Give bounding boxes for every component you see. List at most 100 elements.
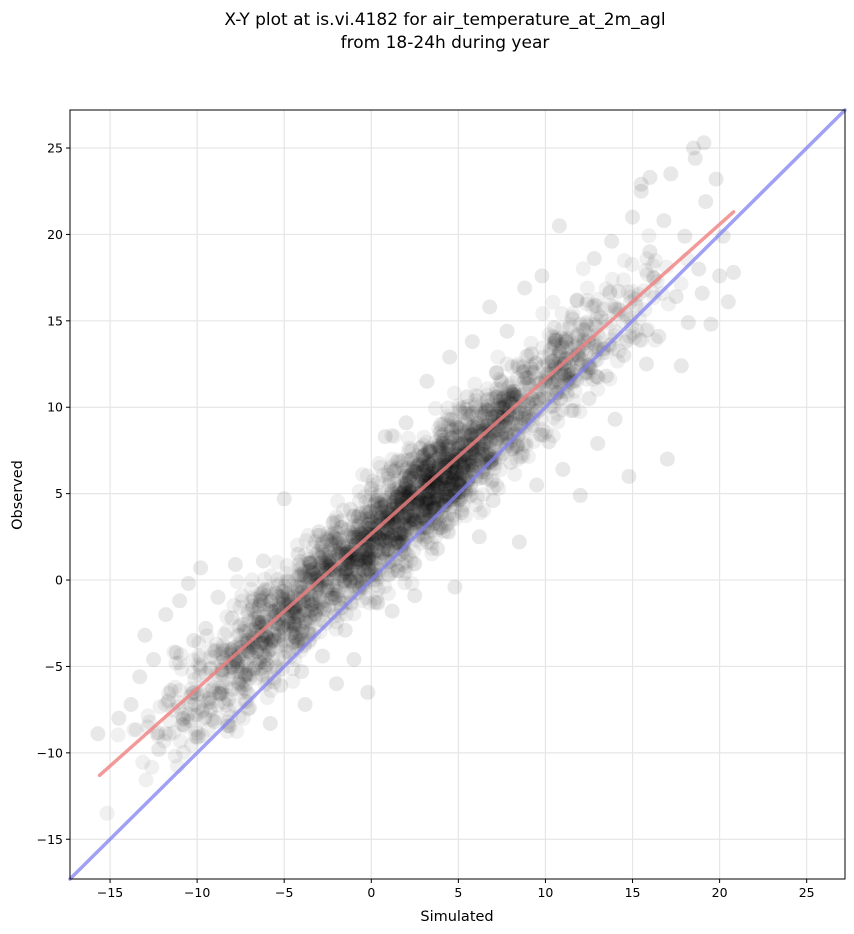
density-point — [473, 439, 489, 455]
density-point — [510, 439, 525, 455]
density-point — [365, 473, 381, 489]
density-point — [207, 685, 223, 701]
scatter-point — [447, 579, 463, 595]
density-point — [426, 507, 442, 523]
density-point — [221, 671, 237, 687]
density-point — [275, 584, 291, 599]
density-point — [470, 389, 486, 405]
y-axis-label: Observed — [10, 460, 26, 530]
density-point — [288, 626, 304, 642]
density-point — [259, 629, 274, 645]
density-point — [432, 439, 448, 455]
density-point — [166, 644, 182, 660]
density-point — [542, 346, 558, 362]
density-point — [506, 386, 521, 402]
density-point — [430, 496, 446, 511]
density-point — [418, 502, 434, 518]
density-point — [471, 441, 487, 457]
density-point — [510, 356, 526, 372]
scatter-point — [511, 534, 527, 550]
density-point — [398, 509, 413, 525]
density-point — [358, 494, 374, 510]
density-point — [247, 610, 263, 626]
density-point — [361, 548, 377, 564]
density-point — [573, 352, 589, 367]
scatter-point — [363, 481, 379, 496]
density-point — [443, 476, 459, 492]
density-point — [380, 524, 395, 540]
density-point — [482, 451, 498, 467]
density-point — [439, 510, 455, 526]
density-point — [436, 464, 452, 480]
density-point — [263, 593, 279, 609]
density-point — [469, 416, 485, 432]
density-point — [467, 458, 483, 474]
density-point — [315, 546, 331, 562]
density-point — [494, 413, 510, 429]
density-point — [255, 645, 271, 661]
density-point — [479, 471, 495, 487]
y-tick-label: 0 — [55, 573, 63, 588]
density-point — [368, 527, 383, 542]
density-point — [565, 305, 581, 321]
density-point — [351, 568, 367, 584]
density-point — [377, 496, 393, 512]
density-point — [351, 515, 367, 531]
density-point — [509, 358, 525, 374]
density-point — [294, 623, 310, 639]
density-point — [394, 485, 410, 501]
density-point — [304, 562, 320, 577]
scatter-point — [590, 436, 606, 451]
density-point — [396, 484, 412, 500]
density-point — [354, 593, 370, 609]
density-point — [378, 509, 394, 525]
density-point — [157, 697, 173, 712]
density-point — [294, 599, 310, 615]
density-point — [329, 587, 344, 603]
density-point — [390, 535, 406, 551]
density-point — [405, 502, 421, 518]
density-point — [436, 503, 452, 519]
density-point — [327, 530, 343, 546]
density-point — [191, 700, 206, 715]
density-point — [435, 498, 451, 514]
density-point — [461, 406, 477, 422]
density-point — [373, 531, 389, 547]
density-point — [550, 348, 566, 364]
density-point — [499, 387, 515, 403]
density-point — [489, 477, 505, 493]
density-point — [369, 595, 385, 611]
density-point — [549, 384, 565, 400]
density-point — [401, 440, 417, 456]
chart-title-line2: from 18-24h during year — [341, 33, 550, 53]
density-point — [661, 296, 676, 312]
density-point — [343, 571, 358, 587]
density-point — [360, 533, 376, 548]
density-point — [518, 435, 534, 451]
density-point — [554, 321, 570, 337]
density-point — [386, 463, 402, 479]
density-point — [422, 444, 437, 460]
density-point — [337, 522, 353, 538]
density-point — [264, 604, 280, 620]
density-point — [542, 342, 558, 357]
density-point — [405, 504, 421, 520]
density-point — [309, 601, 325, 617]
density-point — [418, 500, 434, 516]
density-point — [641, 228, 657, 244]
density-point — [492, 393, 508, 409]
density-point — [292, 554, 308, 569]
density-point — [355, 563, 371, 579]
density-point — [343, 561, 359, 577]
density-point — [396, 527, 412, 543]
density-point — [177, 719, 193, 735]
density-point — [398, 559, 413, 575]
density-point — [581, 328, 597, 344]
density-point — [260, 645, 276, 661]
density-point — [195, 702, 211, 718]
density-point — [277, 578, 293, 594]
density-point — [229, 658, 245, 674]
density-point — [353, 511, 369, 527]
density-point — [457, 454, 473, 469]
density-point — [469, 451, 485, 467]
